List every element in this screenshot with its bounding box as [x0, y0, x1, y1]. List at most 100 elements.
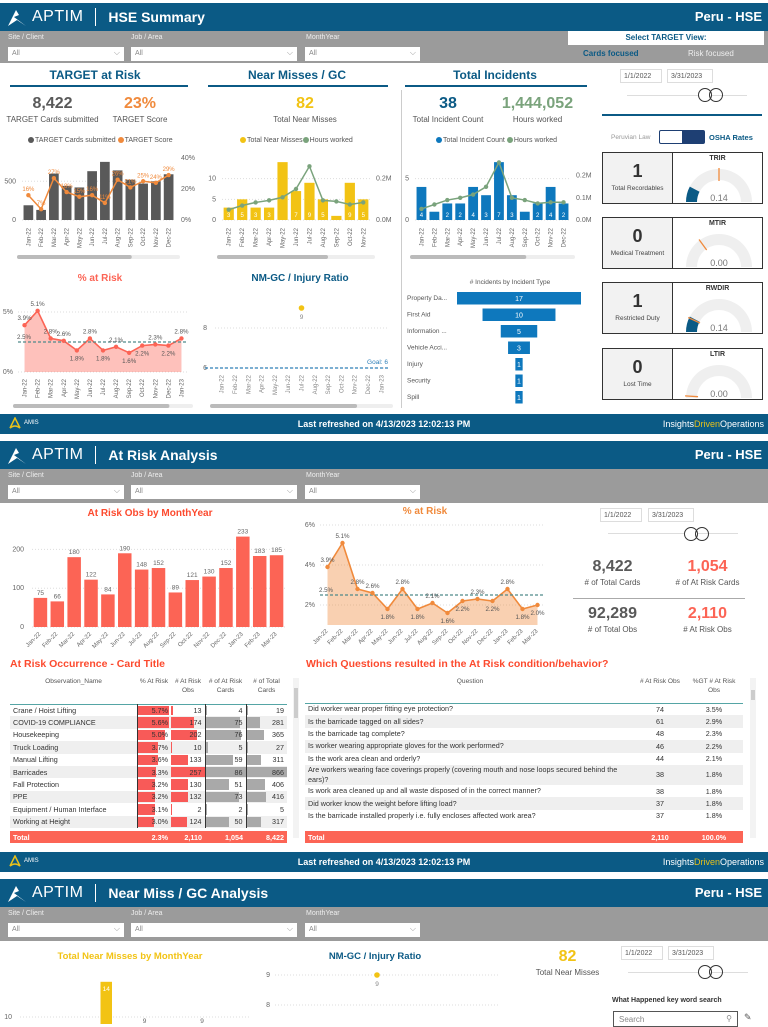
table-row[interactable]: Truck Loading 3.7% 10 5 27 [10, 741, 287, 754]
col-pct-gt[interactable]: %GT # At Risk Obs [692, 678, 736, 694]
bar [168, 592, 183, 627]
table-row[interactable]: Did worker know the weight before liftin… [305, 797, 743, 810]
col-at-risk-obs[interactable]: # At Risk Obs [174, 678, 202, 694]
table-row[interactable]: Did worker wear proper fitting eye prote… [305, 703, 743, 715]
incident-count-value: 38 [439, 95, 457, 112]
job-area-dropdown[interactable]: All ⌵ [131, 485, 297, 499]
at-risk-cards-cell: 4 [204, 704, 246, 717]
data-point [374, 972, 380, 978]
monthyear-dropdown[interactable]: All ⌵ [305, 47, 420, 61]
gauge-title: TRIR [709, 155, 726, 162]
keyword-search-input[interactable]: Search ⚲ [613, 1011, 738, 1027]
site-client-dropdown[interactable]: All ⌵ [8, 485, 124, 499]
table-row[interactable]: Is work area cleaned up and all waste di… [305, 785, 743, 797]
end-date-input[interactable]: 3/31/2023 [648, 508, 694, 522]
last-refreshed-text: Last refreshed on 4/13/2023 12:02:13 PM [297, 419, 471, 429]
table-row[interactable]: Working at Height 3.0% 124 50 317 [10, 815, 287, 828]
average-label: 2.5% [17, 334, 32, 341]
filter-label-job: Job / Area [131, 34, 163, 41]
gauge-value: 0.14 [710, 193, 728, 203]
table-row[interactable]: Is worker wearing appropriate gloves for… [305, 740, 743, 753]
monthyear-dropdown[interactable]: All ⌵ [305, 923, 420, 937]
at-risk-obs-label: # At Risk Obs [683, 625, 732, 634]
target-cards-value: 8,422 [32, 95, 73, 112]
date-slider-handle-end[interactable] [709, 88, 723, 102]
observation-name: Manual Lifting [13, 755, 58, 765]
table-row[interactable]: Are workers wearing face coverings prope… [305, 764, 743, 785]
table-row[interactable]: Equipment / Human Interface 3.1% 2 2 5 [10, 803, 287, 816]
col-total-cards[interactable]: # of Total Cards [253, 678, 280, 694]
end-date-input[interactable]: 3/31/2023 [667, 69, 713, 83]
bar [163, 174, 174, 220]
x-tick-label: Jun-22 [90, 227, 96, 246]
data-label: 2.2% [161, 351, 176, 358]
col-pct-at-risk[interactable]: % At Risk [139, 678, 169, 685]
y-tick: 100 [12, 585, 24, 592]
gauge-value: 0.00 [710, 258, 728, 268]
line-point [64, 189, 69, 195]
x-tick-label: Mar-22 [246, 374, 252, 394]
table-row[interactable]: Is the barricade tagged on all sides? 61 2… [305, 715, 743, 728]
at-risk-obs-title: At Risk Obs by MonthYear [87, 508, 213, 519]
table-row[interactable]: COVID-19 COMPLIANCE 5.6% 174 75 281 [10, 716, 287, 729]
bar-label: 5 [241, 213, 245, 219]
rate-toggle[interactable] [659, 130, 705, 144]
bar-label: 1 [517, 362, 521, 369]
y-tick-right: 0.0M [576, 217, 592, 224]
x-tick-label: Apr-22 [62, 378, 68, 397]
page1-filter-bar: Site / Client All ⌵ Job / Area All ⌵ Month… [0, 31, 768, 63]
col-question[interactable]: Question [456, 678, 484, 685]
table-row[interactable]: Crane / Hoist Lifting 5.7% 13 4 19 [10, 704, 287, 717]
line-point [470, 192, 476, 197]
data-label: 2.8% [44, 328, 59, 335]
total-incidents-chart: 0 5 0.0M 0.1M 0.2M 4 Jan-22 Feb-22 2 Mar-22 2 Apr-2… [405, 160, 592, 259]
x-tick-label: Mar-22 [49, 378, 55, 398]
table-row[interactable]: Housekeeping 5.0% 202 76 365 [10, 728, 287, 742]
monthyear-dropdown[interactable]: All ⌵ [305, 485, 420, 499]
page-title: Near Miss / GC Analysis [108, 885, 269, 901]
bar-label: 2 [536, 213, 540, 219]
line-point [87, 336, 93, 341]
line-point [115, 177, 120, 182]
risk-focused-option[interactable]: Risk focused [688, 49, 734, 58]
end-date-input[interactable]: 3/31/2023 [668, 946, 714, 960]
y-tick-right: 0.1M [576, 195, 592, 202]
table-row[interactable]: PPE 3.2% 132 73 416 [10, 790, 287, 804]
x-tick-label: Jan-23 [379, 374, 385, 393]
aptim-logo: APTIM Near Miss / GC Analysis [6, 883, 268, 903]
eraser-icon[interactable]: ✎ [744, 1012, 752, 1022]
question-text: Is work area cleaned up and all waste di… [308, 786, 541, 796]
col-at-risk-obs[interactable]: # At Risk Obs [640, 678, 680, 685]
line-point [460, 598, 465, 604]
x-tick-label: May-22 [77, 227, 83, 248]
date-slider-handle-end[interactable] [709, 965, 723, 979]
observation-name: Housekeeping [13, 730, 59, 740]
gauge: 0.14 [686, 299, 752, 333]
start-date-input[interactable]: 1/1/2022 [621, 946, 663, 960]
question-text: Is the work area clean and orderly? [308, 753, 421, 763]
table-row[interactable]: Manual Lifting 3.6% 133 59 311 [10, 753, 287, 766]
table-row[interactable]: Is the work area clean and orderly? 44 2.1… [305, 753, 743, 765]
table-row[interactable]: Barricades 3.3% 257 86 866 [10, 765, 287, 779]
x-tick-label: Aug-22 [114, 378, 120, 398]
occurrence-scrollbar[interactable] [293, 678, 299, 838]
bar [61, 185, 72, 220]
questions-scrollbar[interactable] [750, 678, 756, 838]
x-tick-label: Apr-22 [458, 227, 464, 246]
site-client-dropdown[interactable]: All ⌵ [8, 923, 124, 937]
line-point [35, 308, 40, 313]
cards-focused-option[interactable]: Cards focused [583, 49, 639, 58]
job-area-dropdown[interactable]: All ⌵ [131, 923, 297, 937]
job-area-dropdown[interactable]: All ⌵ [131, 47, 297, 61]
col-at-risk-cards[interactable]: # of At Risk Cards [208, 678, 243, 694]
line-point [415, 606, 420, 612]
table-row[interactable]: Fall Protection 3.2% 130 51 406 [10, 778, 287, 791]
date-slider-handle-end[interactable] [695, 527, 709, 541]
table-row[interactable]: Is the barricade tag complete? 48 2.3% [305, 728, 743, 740]
col-observation-name[interactable]: Observation_Name [45, 678, 102, 685]
start-date-input[interactable]: 1/1/2022 [600, 508, 642, 522]
table-row[interactable]: Is the barricade installed properly i.e.… [305, 810, 743, 822]
start-date-input[interactable]: 1/1/2022 [620, 69, 662, 83]
site-client-dropdown[interactable]: All ⌵ [8, 47, 124, 61]
near-misses-value: 82 [558, 948, 577, 965]
